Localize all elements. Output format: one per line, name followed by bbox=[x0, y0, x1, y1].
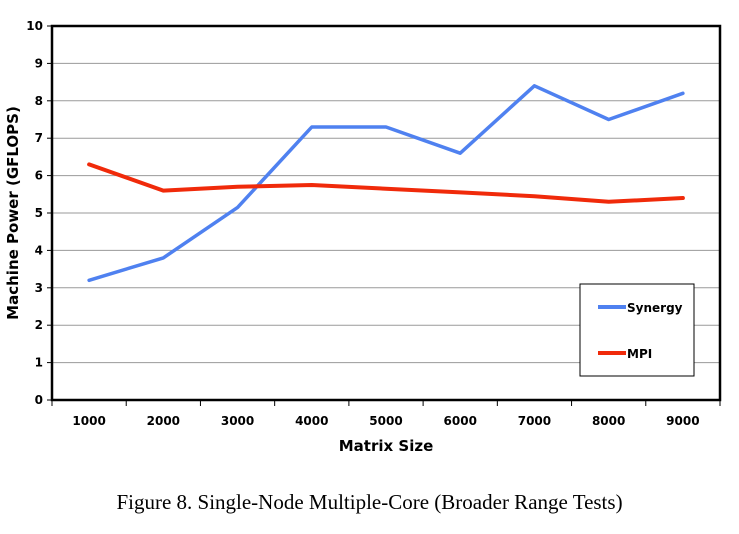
figure-caption: Figure 8. Single-Node Multiple-Core (Bro… bbox=[116, 490, 623, 514]
y-tick-label: 2 bbox=[35, 318, 43, 332]
series-line-synergy bbox=[87, 84, 685, 283]
y-tick-label: 9 bbox=[35, 56, 43, 70]
legend-box bbox=[579, 283, 695, 377]
y-tick-label: 8 bbox=[35, 94, 43, 108]
y-tick-label: 10 bbox=[26, 19, 43, 33]
y-tick-label: 5 bbox=[35, 206, 43, 220]
x-tick-label: 2000 bbox=[147, 414, 180, 428]
x-tick-label: 7000 bbox=[518, 414, 551, 428]
x-axis-title: Matrix Size bbox=[339, 437, 434, 455]
y-tick-label: 0 bbox=[35, 393, 43, 407]
y-axis-title: Machine Power (GFLOPS) bbox=[4, 106, 22, 320]
x-tick-label: 6000 bbox=[444, 414, 477, 428]
x-tick-label: 4000 bbox=[295, 414, 328, 428]
legend: Synergy MPI bbox=[579, 283, 695, 377]
x-axis-ticks: 1000 2000 3000 4000 5000 6000 7000 8000 9000 bbox=[51, 400, 721, 428]
y-tick-label: 7 bbox=[35, 131, 43, 145]
x-tick-label: 9000 bbox=[666, 414, 699, 428]
x-tick-label: 5000 bbox=[369, 414, 402, 428]
plot-area-frame bbox=[50, 24, 722, 402]
legend-label-mpi: MPI bbox=[627, 347, 652, 361]
x-tick-label: 3000 bbox=[221, 414, 254, 428]
x-tick-label: 8000 bbox=[592, 414, 625, 428]
series-line-mpi bbox=[87, 162, 685, 204]
x-tick-label: 1000 bbox=[72, 414, 105, 428]
y-tick-label: 3 bbox=[35, 281, 43, 295]
gridlines bbox=[52, 62, 720, 364]
legend-label-synergy: Synergy bbox=[627, 301, 683, 315]
series-lines bbox=[87, 84, 685, 283]
y-axis-ticks: 0 1 2 3 4 5 6 7 8 9 10 bbox=[26, 19, 52, 407]
line-chart: 1000 2000 3000 4000 5000 6000 7000 8000 9000 0 1 2… bbox=[4, 19, 722, 455]
y-tick-label: 6 bbox=[35, 169, 43, 183]
y-tick-label: 1 bbox=[35, 356, 43, 370]
y-tick-label: 4 bbox=[35, 243, 43, 257]
